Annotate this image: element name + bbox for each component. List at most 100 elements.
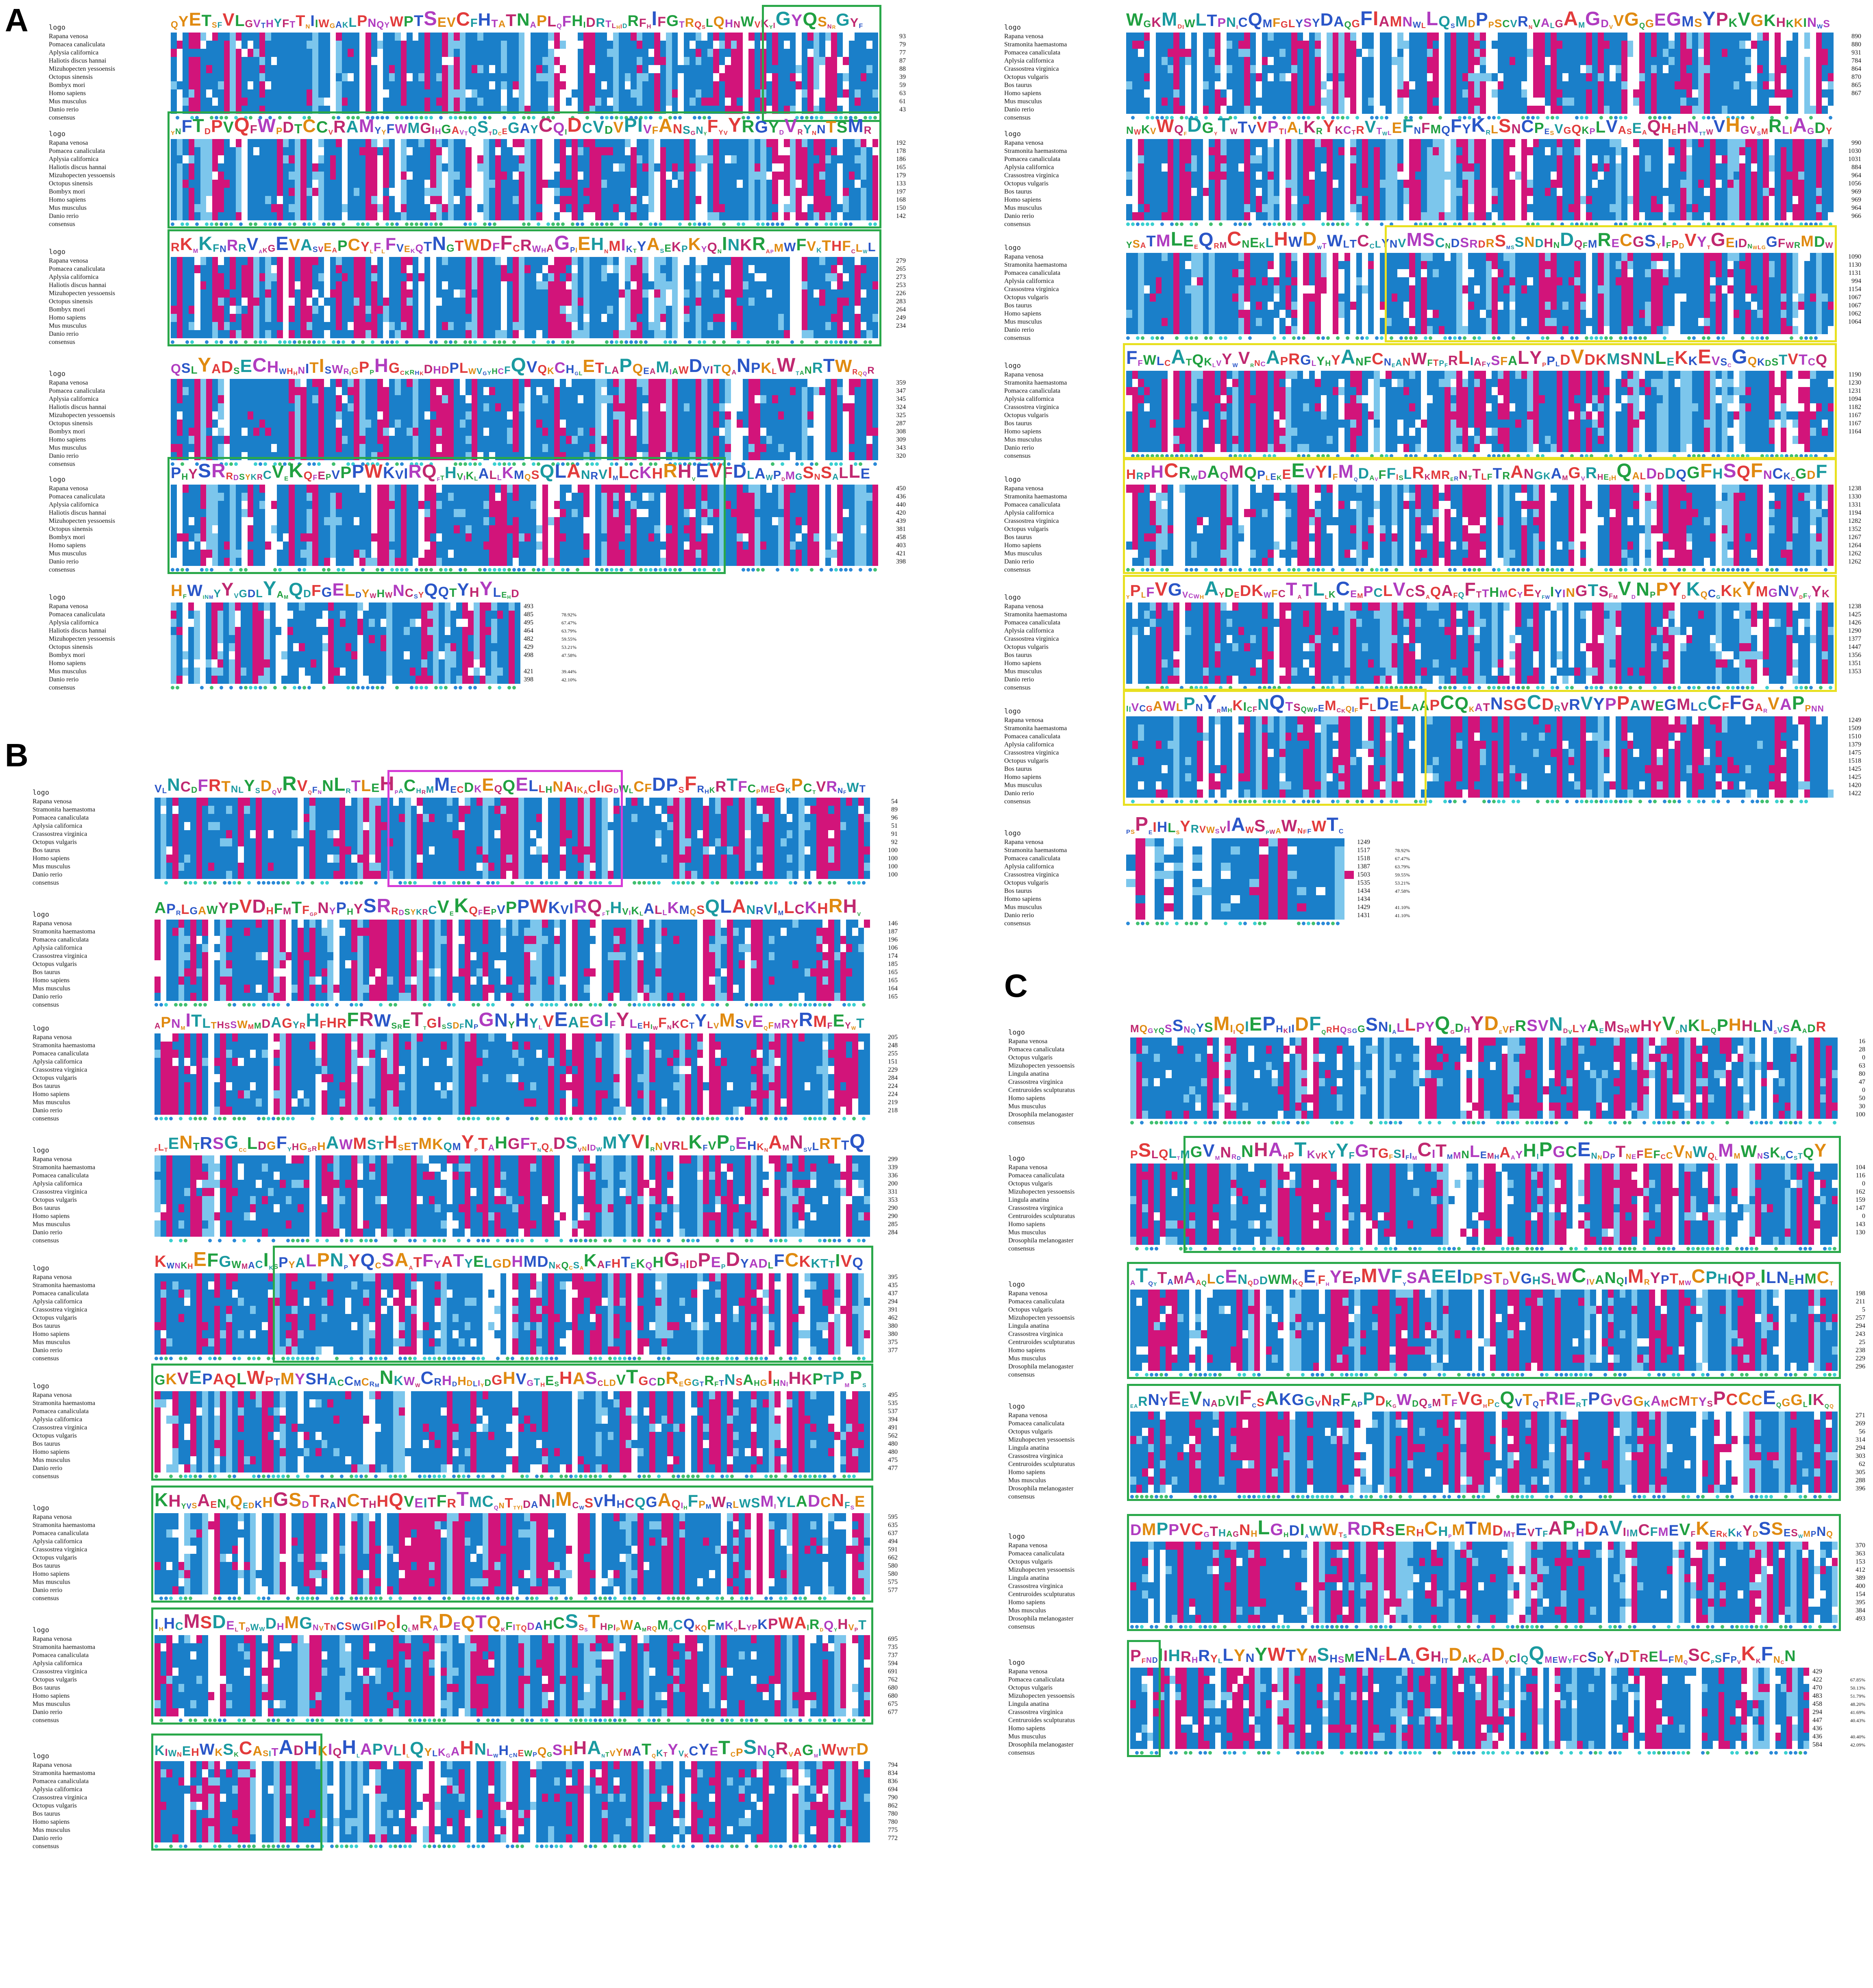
residue-cell bbox=[283, 155, 289, 163]
residue-cell bbox=[678, 139, 684, 147]
residue-cell bbox=[866, 204, 872, 212]
residue-cell bbox=[524, 89, 531, 98]
consensus-dot bbox=[229, 222, 233, 226]
residue-cell bbox=[471, 73, 477, 81]
residue-cell bbox=[654, 188, 660, 196]
residue-cell bbox=[807, 387, 814, 395]
residue-cell bbox=[412, 257, 418, 265]
residue-cell bbox=[589, 212, 595, 220]
residue-cell bbox=[778, 395, 784, 403]
residue-cell bbox=[407, 163, 413, 172]
consensus-dot bbox=[185, 222, 189, 226]
residue-cell bbox=[678, 212, 684, 220]
residue-cell bbox=[513, 387, 519, 395]
residue-cell bbox=[489, 395, 495, 403]
residue-cell bbox=[271, 204, 277, 212]
residue-cell bbox=[560, 49, 566, 57]
residue-cell bbox=[683, 139, 690, 147]
residue-cell bbox=[318, 281, 324, 289]
residue-cell bbox=[613, 155, 619, 163]
residue-cell bbox=[566, 257, 572, 265]
residue-cell bbox=[289, 98, 295, 106]
residue-cell bbox=[843, 212, 849, 220]
residue-cell bbox=[701, 212, 707, 220]
consensus-dot bbox=[659, 116, 662, 120]
species-name: Homo sapiens bbox=[49, 314, 115, 322]
residue-cell bbox=[648, 180, 654, 188]
residue-cell bbox=[548, 65, 554, 73]
residue-cell bbox=[430, 196, 436, 204]
residue-cell bbox=[843, 147, 849, 155]
residue-cell bbox=[324, 163, 330, 172]
residue-cell bbox=[807, 395, 814, 403]
residue-cell bbox=[395, 257, 401, 265]
residue-cell bbox=[648, 257, 654, 265]
residue-cell bbox=[631, 196, 637, 204]
residue-cell bbox=[690, 89, 696, 98]
residue-cell bbox=[194, 41, 200, 49]
residue-cell bbox=[507, 180, 513, 188]
residue-cell bbox=[536, 379, 542, 387]
residue-cell bbox=[772, 273, 778, 281]
residue-cell bbox=[690, 81, 696, 89]
residue-cell bbox=[283, 98, 289, 106]
residue-cell bbox=[412, 89, 418, 98]
residue-cell bbox=[542, 33, 548, 41]
residue-cell bbox=[713, 65, 719, 73]
residue-cell bbox=[407, 33, 413, 41]
residue-cell bbox=[754, 65, 760, 73]
residue-cell bbox=[554, 172, 560, 180]
residue-cell bbox=[318, 257, 324, 265]
residue-cell bbox=[542, 196, 548, 204]
residue-cell bbox=[306, 49, 312, 57]
residue-cell bbox=[825, 147, 831, 155]
residue-cell bbox=[377, 139, 383, 147]
residue-cell bbox=[212, 395, 218, 403]
consensus-dot bbox=[439, 222, 443, 226]
residue-cell bbox=[619, 81, 625, 89]
residue-cell bbox=[277, 41, 283, 49]
residue-cell bbox=[324, 395, 330, 403]
residue-cell bbox=[466, 155, 472, 163]
residue-cell bbox=[636, 395, 642, 403]
residue-cell bbox=[825, 49, 831, 57]
residue-cell bbox=[212, 212, 218, 220]
species-name: Pomacea canaliculata bbox=[49, 147, 115, 155]
residue-cell bbox=[353, 265, 359, 273]
residue-cell bbox=[206, 180, 212, 188]
residue-cell bbox=[495, 139, 501, 147]
consensus-dot bbox=[761, 222, 765, 226]
residue-cell bbox=[430, 139, 436, 147]
logo-letter: Y bbox=[850, 15, 859, 30]
residue-cell bbox=[418, 33, 424, 41]
residue-cell bbox=[619, 180, 625, 188]
residue-cell bbox=[566, 155, 572, 163]
residue-cell bbox=[183, 163, 189, 172]
residue-cell bbox=[860, 163, 866, 172]
residue-cell bbox=[837, 265, 843, 273]
residue-cell bbox=[678, 379, 684, 387]
residue-cell bbox=[224, 155, 230, 163]
residue-cell bbox=[194, 139, 200, 147]
residue-cell bbox=[843, 172, 849, 180]
residue-cell bbox=[731, 212, 737, 220]
residue-cell bbox=[188, 204, 194, 212]
residue-cell bbox=[253, 65, 259, 73]
residue-cell bbox=[831, 139, 837, 147]
residue-cell bbox=[330, 387, 336, 395]
residue-cell bbox=[259, 155, 265, 163]
residue-cell bbox=[418, 41, 424, 49]
residue-cell bbox=[507, 33, 513, 41]
residue-cell bbox=[253, 155, 259, 163]
residue-cell bbox=[554, 395, 560, 403]
residue-cell bbox=[595, 163, 601, 172]
residue-cell bbox=[713, 33, 719, 41]
residue-cell bbox=[807, 257, 814, 265]
residue-cell bbox=[713, 73, 719, 81]
residue-cell bbox=[336, 98, 342, 106]
residue-cell bbox=[760, 139, 766, 147]
residue-cell bbox=[324, 212, 330, 220]
residue-cell bbox=[342, 33, 348, 41]
residue-cell bbox=[524, 41, 531, 49]
species-name: Danio rerio bbox=[49, 106, 115, 114]
